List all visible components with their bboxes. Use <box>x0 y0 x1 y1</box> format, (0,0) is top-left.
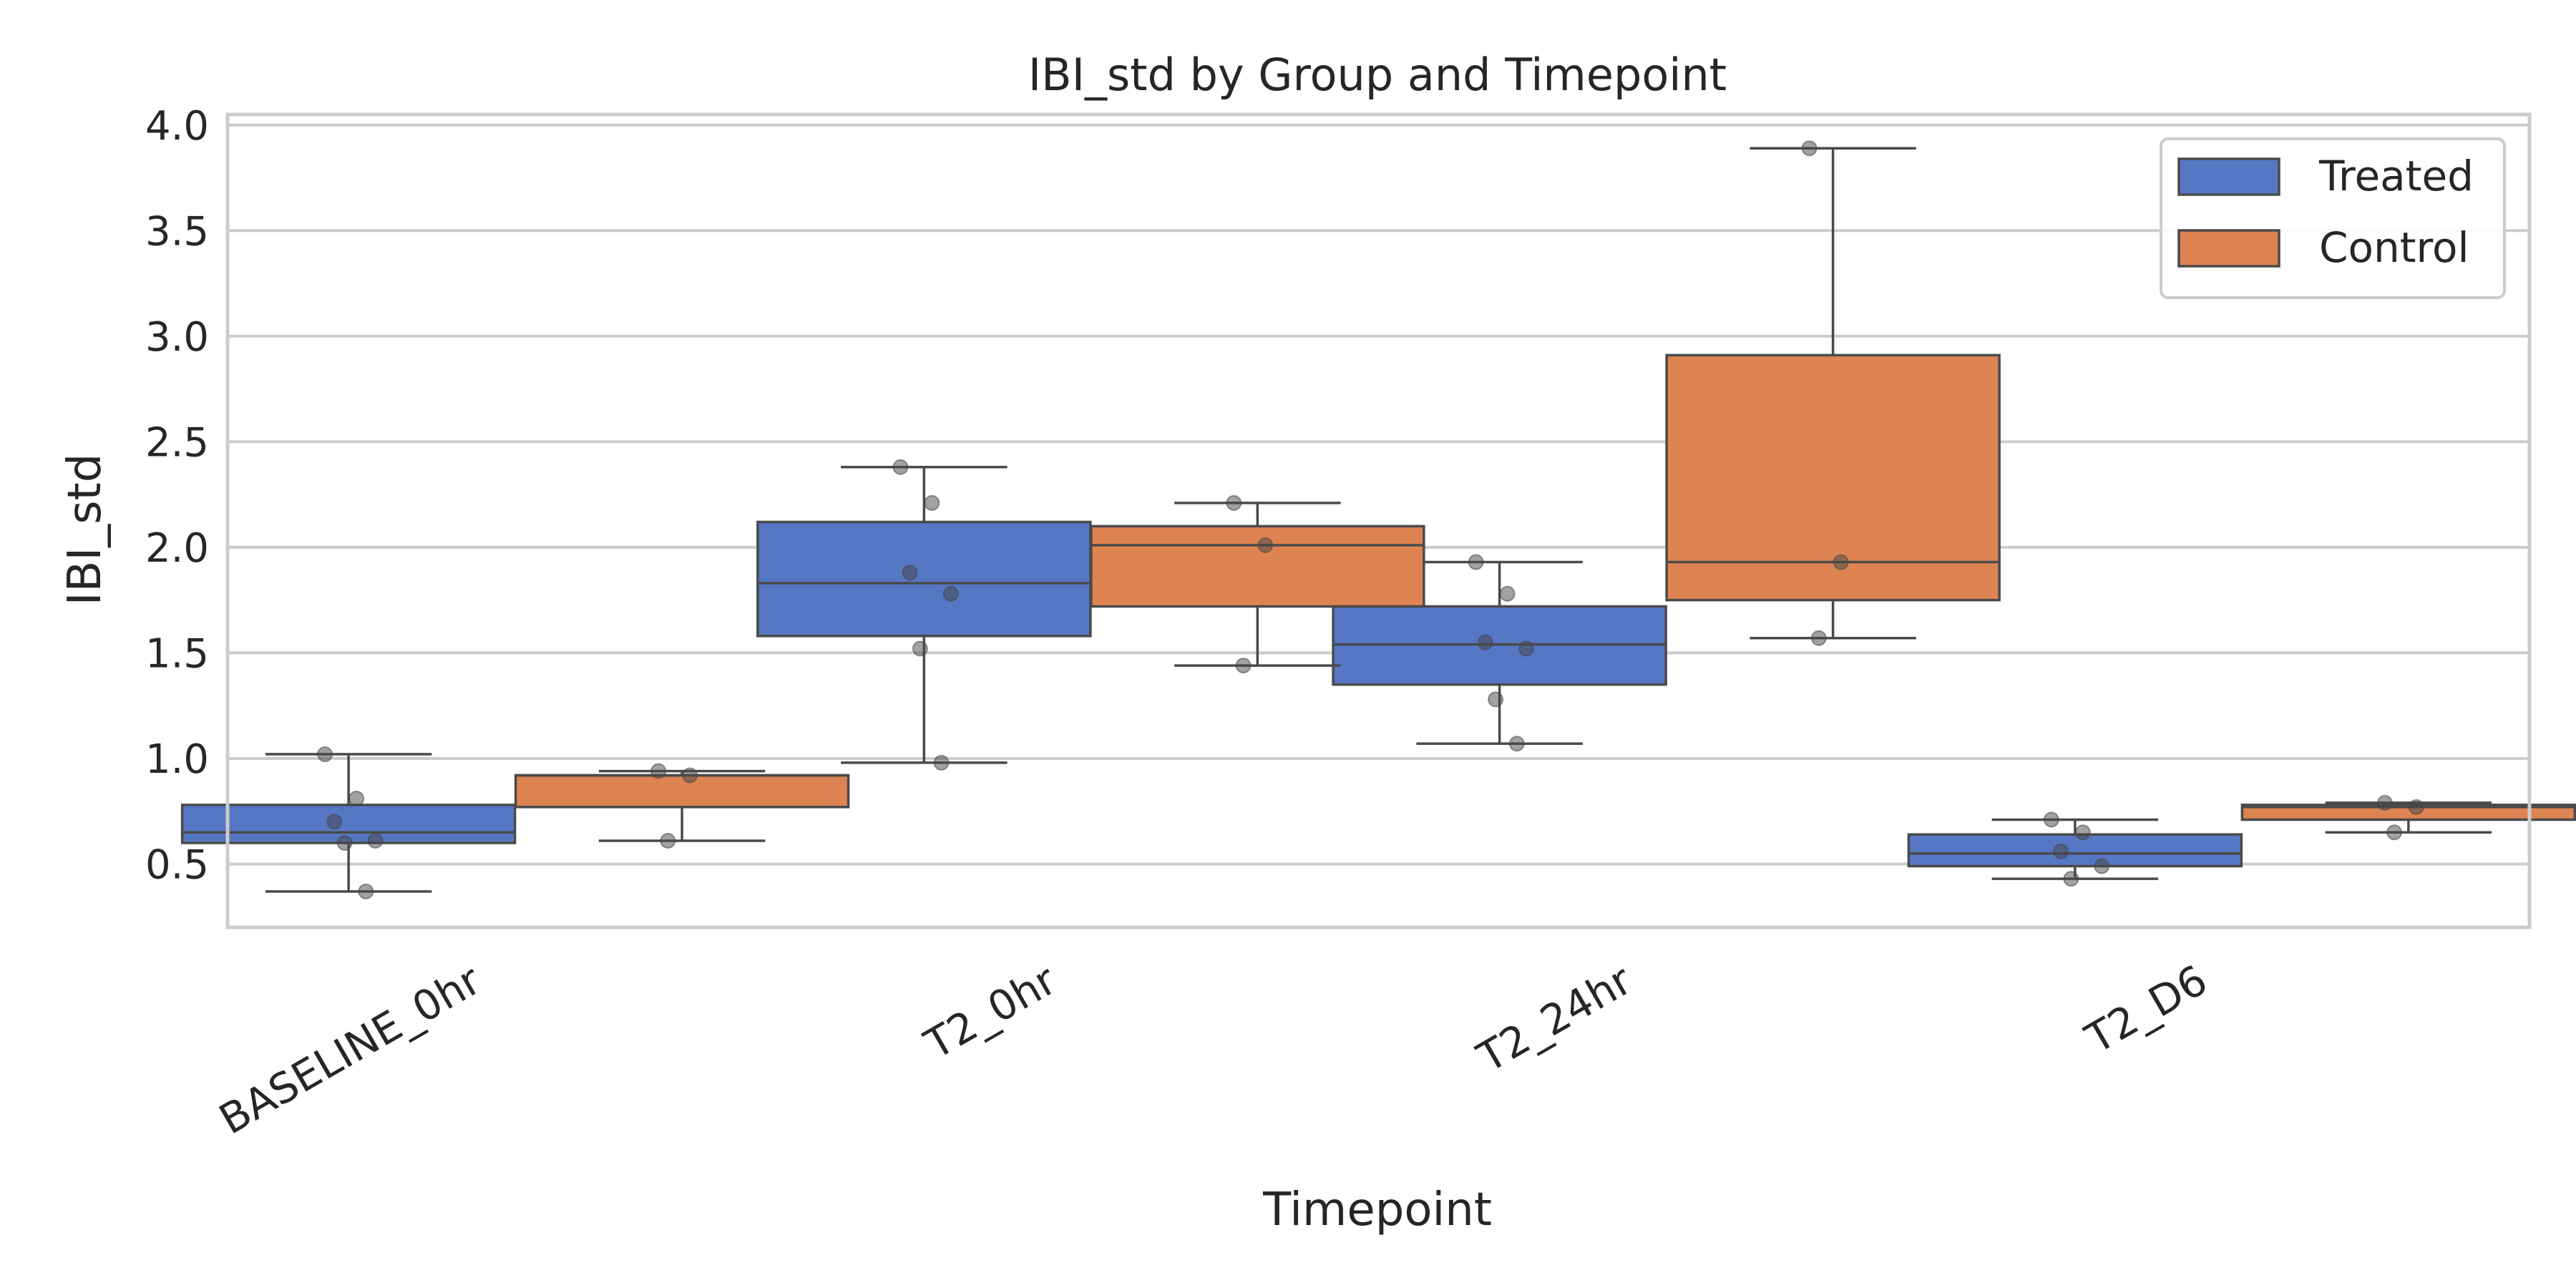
y-tick-label: 2.0 <box>145 525 209 572</box>
data-point <box>2074 824 2091 841</box>
data-point <box>336 834 353 851</box>
y-tick-labels: 0.5 1.0 1.5 2.0 2.5 3.0 3.5 4.0 <box>145 103 209 889</box>
data-point <box>924 494 940 511</box>
legend-swatch-treated <box>2177 157 2280 196</box>
data-point <box>358 883 374 899</box>
data-point <box>1801 140 1818 157</box>
box-group <box>180 147 2576 893</box>
box-control <box>1665 353 2001 602</box>
y-tick-label: 1.5 <box>145 630 209 677</box>
data-point <box>326 814 343 830</box>
y-tick-label: 1.0 <box>145 736 209 783</box>
box-control <box>514 774 850 809</box>
data-point <box>682 767 698 784</box>
legend-label-control: Control <box>2319 223 2469 272</box>
data-point <box>2386 824 2403 841</box>
legend-label-treated: Treated <box>2318 152 2474 200</box>
data-point <box>1477 634 1493 650</box>
point-group <box>317 140 2424 899</box>
data-point <box>2094 858 2110 874</box>
data-point <box>1833 554 1849 570</box>
data-point <box>1508 736 1525 752</box>
y-tick-label: 3.5 <box>145 208 209 255</box>
y-tick-label: 2.5 <box>145 419 209 466</box>
data-point <box>1488 691 1504 708</box>
box-treated <box>1907 833 2243 868</box>
data-point <box>902 565 918 581</box>
data-point <box>650 763 667 779</box>
data-point <box>1257 537 1274 553</box>
data-point <box>2376 794 2393 811</box>
y-tick-label: 4.0 <box>145 103 209 150</box>
data-point <box>892 459 909 475</box>
data-point <box>1235 658 1252 674</box>
y-tick-label: 3.0 <box>145 314 209 361</box>
data-point <box>2053 843 2069 859</box>
chart-title: IBI_std by Group and Timepoint <box>1028 49 1727 101</box>
data-point <box>348 791 365 807</box>
data-point <box>2063 871 2079 887</box>
data-point <box>317 746 333 763</box>
data-point <box>1518 640 1535 657</box>
data-point <box>2408 799 2424 815</box>
y-axis-label: IBI_std <box>59 454 112 606</box>
plot-frame <box>225 112 2532 930</box>
data-point <box>1468 554 1484 570</box>
data-point <box>660 833 676 849</box>
box-control <box>2240 804 2576 821</box>
legend-swatch-control <box>2177 229 2280 268</box>
x-axis-label: Timepoint <box>1262 1184 1492 1236</box>
data-point <box>912 640 928 657</box>
legend[interactable]: Treated Control <box>2160 137 2506 299</box>
data-point <box>942 585 959 602</box>
data-point <box>933 754 950 771</box>
box-control <box>1090 525 1425 608</box>
y-tick-label: 0.5 <box>145 841 209 888</box>
data-point <box>1810 630 1827 646</box>
box-treated <box>756 520 1092 638</box>
data-point <box>367 833 384 849</box>
data-point <box>2043 811 2059 828</box>
data-point <box>1499 585 1516 602</box>
data-point <box>1226 494 1242 511</box>
